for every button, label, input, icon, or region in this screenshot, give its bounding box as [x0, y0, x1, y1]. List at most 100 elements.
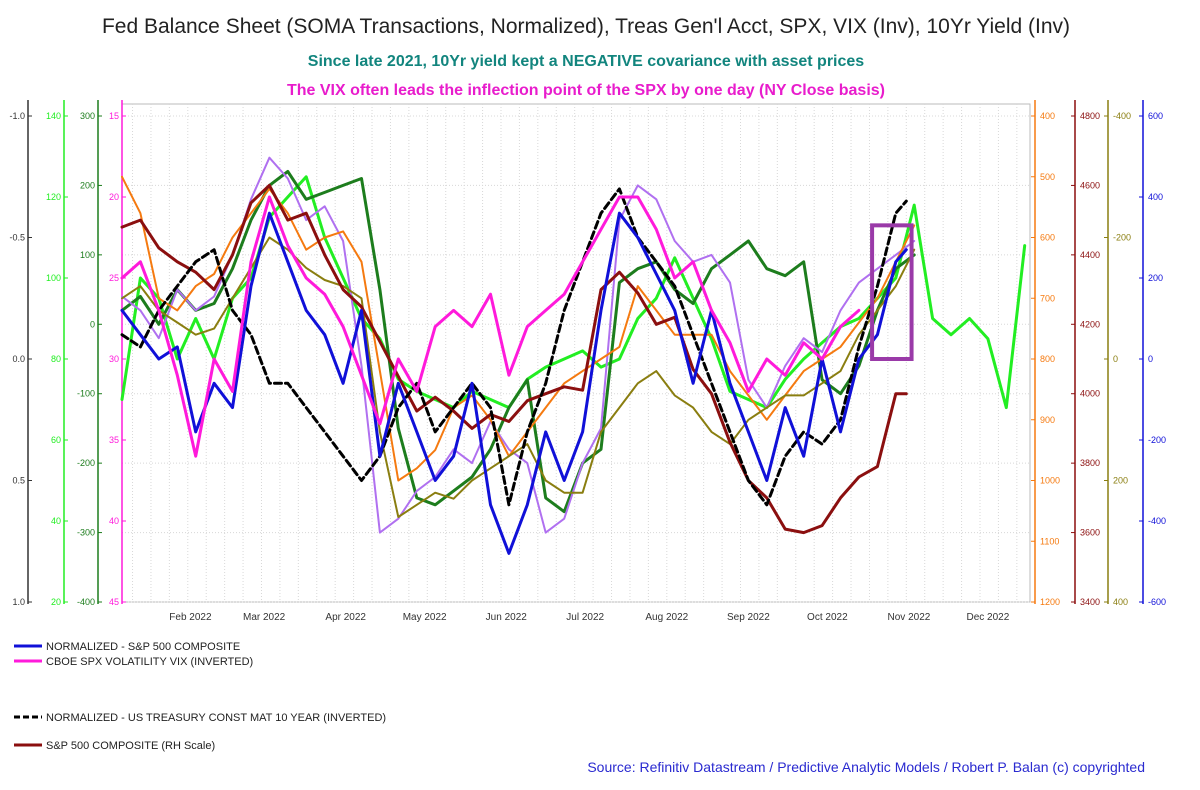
- highlight-layer: [870, 223, 914, 361]
- legend-label: NORMALIZED - US TREASURY CONST MAT 10 YE…: [46, 712, 386, 724]
- legend-label: NORMALIZED - S&P 500 COMPOSITE: [46, 641, 240, 653]
- y-tick-label: 20: [109, 192, 119, 202]
- x-tick-label: Jul 2022: [566, 612, 604, 623]
- series-line-3: [120, 183, 908, 535]
- series-line-5: [120, 170, 916, 514]
- x-axis: Feb 2022 Mar 2022 Apr 2022 May 2022 Jun 2022…: [169, 612, 1009, 623]
- y-tick-label: -1.0: [9, 111, 25, 121]
- y-tick-label: 30: [109, 354, 119, 364]
- y-tick-label: -400: [1148, 516, 1166, 526]
- source-note: Source: Refinitiv Datastream / Predictiv…: [587, 759, 1145, 775]
- y-axis-a8: 600 400 200 0 -200 -400 -600: [1139, 100, 1166, 607]
- x-tick-label: Mar 2022: [243, 612, 286, 623]
- series-line-1: [120, 195, 861, 458]
- x-tick-label: May 2022: [403, 612, 447, 623]
- y-tick-label: -400: [1113, 111, 1131, 121]
- x-tick-label: Aug 2022: [645, 612, 688, 623]
- y-tick-label: 1000: [1040, 476, 1060, 486]
- y-tick-label: 300: [80, 111, 95, 121]
- y-tick-label: 120: [46, 192, 61, 202]
- y-axis-a2: 140 120 100 80 60 40 20: [46, 100, 68, 607]
- y-tick-label: 200: [1148, 273, 1163, 283]
- y-tick-label: 0.0: [12, 354, 25, 364]
- y-tick-label: 80: [51, 354, 61, 364]
- series-line-8: [121, 236, 916, 518]
- legend-item: NORMALIZED - S&P 500 COMPOSITE: [14, 641, 240, 653]
- y-tick-label: 100: [46, 273, 61, 283]
- y-tick-label: 20: [51, 597, 61, 607]
- y-tick-label: 600: [1148, 111, 1163, 121]
- y-tick-label: 500: [1040, 172, 1055, 182]
- legend-label: CBOE SPX VOLATILITY VIX (INVERTED): [46, 656, 253, 668]
- highlight-box: [870, 223, 914, 361]
- y-tick-label: 400: [1148, 192, 1163, 202]
- series-line-2: [120, 187, 908, 507]
- y-tick-label: 200: [80, 180, 95, 190]
- x-tick-label: Nov 2022: [888, 612, 931, 623]
- y-tick-label: 0.5: [12, 476, 25, 486]
- legend-label: S&P 500 COMPOSITE (RH Scale): [46, 740, 215, 752]
- y-tick-label: 200: [1113, 476, 1128, 486]
- x-tick-label: Apr 2022: [325, 612, 366, 623]
- x-tick-label: Jun 2022: [486, 612, 528, 623]
- legend-item: S&P 500 COMPOSITE (RH Scale): [14, 740, 215, 752]
- y-axis-a7: -400 -200 0 200 400: [1104, 100, 1131, 607]
- y-tick-label: 3800: [1080, 458, 1100, 468]
- series-line-0: [120, 211, 908, 555]
- series-layer: [120, 156, 1027, 555]
- y-tick-label: 100: [80, 250, 95, 260]
- y-tick-label: -200: [1113, 233, 1131, 243]
- y-tick-label: 4800: [1080, 111, 1100, 121]
- y-tick-label: 600: [1040, 233, 1055, 243]
- y-tick-label: 4600: [1080, 180, 1100, 190]
- y-tick-label: 0: [1148, 354, 1153, 364]
- y-tick-label: -200: [77, 458, 95, 468]
- y-tick-label: -100: [77, 389, 95, 399]
- y-tick-label: 1.0: [12, 597, 25, 607]
- y-tick-label: 0: [1113, 354, 1118, 364]
- y-axis-a5: 400 500 600 700 800 900 1000 1100 1200: [1031, 100, 1060, 607]
- y-tick-label: 700: [1040, 293, 1055, 303]
- y-tick-label: 45: [109, 597, 119, 607]
- y-tick-label: 25: [109, 273, 119, 283]
- x-tick-label: Oct 2022: [807, 612, 848, 623]
- y-tick-label: 0: [90, 319, 95, 329]
- y-axis-a3: 300 200 100 0 -100 -200 -300 -400: [77, 100, 102, 607]
- y-tick-label: -400: [77, 597, 95, 607]
- y-tick-label: 140: [46, 111, 61, 121]
- x-tick-label: Dec 2022: [966, 612, 1009, 623]
- x-tick-label: Sep 2022: [727, 612, 770, 623]
- y-tick-label: -200: [1148, 435, 1166, 445]
- axes: -1.0-0.50.00.51.014012010080604020300200…: [9, 100, 1166, 607]
- legend-item: CBOE SPX VOLATILITY VIX (INVERTED): [14, 656, 253, 668]
- y-tick-label: 4000: [1080, 389, 1100, 399]
- y-tick-label: 40: [51, 516, 61, 526]
- y-tick-label: 3600: [1080, 528, 1100, 538]
- y-tick-label: 1200: [1040, 597, 1060, 607]
- y-tick-label: 60: [51, 435, 61, 445]
- x-tick-label: Feb 2022: [169, 612, 212, 623]
- legend: NORMALIZED - S&P 500 COMPOSITE CBOE SPX V…: [14, 641, 386, 752]
- y-tick-label: 400: [1113, 597, 1128, 607]
- y-tick-label: -300: [77, 528, 95, 538]
- y-tick-label: -0.5: [9, 233, 25, 243]
- series-line-7: [121, 175, 916, 482]
- y-tick-label: 400: [1040, 111, 1055, 121]
- y-tick-label: 900: [1040, 415, 1055, 425]
- y-axis-a1: -1.0 -0.5 0.0 0.5 1.0: [9, 100, 32, 607]
- y-tick-label: 1100: [1040, 536, 1059, 546]
- y-tick-label: 800: [1040, 354, 1055, 364]
- legend-item: NORMALIZED - US TREASURY CONST MAT 10 YE…: [14, 712, 386, 724]
- y-tick-label: 4200: [1080, 319, 1100, 329]
- y-tick-label: 4400: [1080, 250, 1100, 260]
- y-axis-a6: 4800 4600 4400 4200 4000 3800 3600 3400: [1071, 100, 1100, 607]
- y-tick-label: 40: [109, 516, 119, 526]
- chart-subtitle-1: Since late 2021, 10Yr yield kept a NEGAT…: [308, 53, 865, 70]
- chart-title: Fed Balance Sheet (SOMA Transactions, No…: [102, 15, 1070, 38]
- chart-subtitle-2: The VIX often leads the inflection point…: [287, 82, 885, 99]
- y-axis-a4: 15 20 25 30 35 40 45: [109, 100, 126, 607]
- y-tick-label: 35: [109, 435, 119, 445]
- y-tick-label: 3400: [1080, 597, 1100, 607]
- y-tick-label: 15: [109, 111, 119, 121]
